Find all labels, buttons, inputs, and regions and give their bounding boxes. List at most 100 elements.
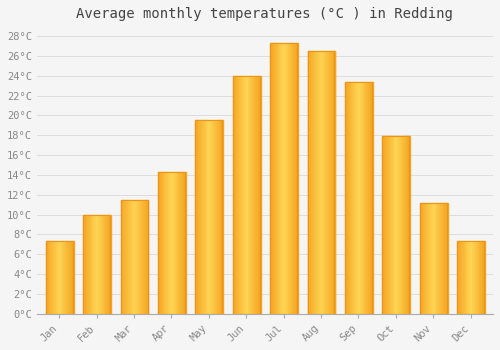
- Bar: [350, 82, 352, 314]
- Bar: [202, 120, 203, 314]
- Bar: [104, 215, 106, 314]
- Bar: [475, 241, 476, 314]
- Bar: [166, 172, 168, 314]
- Bar: [102, 215, 104, 314]
- Bar: [422, 203, 424, 314]
- Bar: [472, 241, 473, 314]
- Bar: [282, 43, 283, 314]
- Bar: [130, 200, 131, 314]
- Bar: [201, 120, 202, 314]
- Bar: [470, 241, 471, 314]
- Bar: [316, 51, 317, 314]
- Bar: [345, 82, 372, 314]
- Bar: [369, 82, 370, 314]
- Bar: [97, 215, 98, 314]
- Bar: [199, 120, 200, 314]
- Bar: [429, 203, 430, 314]
- Bar: [308, 51, 334, 314]
- Bar: [443, 203, 444, 314]
- Bar: [83, 215, 110, 314]
- Bar: [144, 200, 146, 314]
- Bar: [312, 51, 313, 314]
- Bar: [182, 172, 183, 314]
- Bar: [46, 241, 48, 314]
- Bar: [128, 200, 129, 314]
- Bar: [430, 203, 431, 314]
- Bar: [358, 82, 359, 314]
- Bar: [457, 241, 458, 314]
- Bar: [139, 200, 140, 314]
- Bar: [233, 76, 234, 314]
- Bar: [161, 172, 162, 314]
- Bar: [254, 76, 255, 314]
- Bar: [170, 172, 171, 314]
- Bar: [143, 200, 144, 314]
- Bar: [367, 82, 368, 314]
- Bar: [196, 120, 197, 314]
- Bar: [273, 43, 274, 314]
- Bar: [70, 241, 71, 314]
- Bar: [313, 51, 314, 314]
- Bar: [108, 215, 109, 314]
- Bar: [146, 200, 148, 314]
- Bar: [362, 82, 364, 314]
- Bar: [328, 51, 329, 314]
- Bar: [278, 43, 280, 314]
- Bar: [59, 241, 60, 314]
- Bar: [474, 241, 475, 314]
- Bar: [125, 200, 126, 314]
- Bar: [90, 215, 92, 314]
- Bar: [245, 76, 246, 314]
- Bar: [480, 241, 482, 314]
- Bar: [110, 215, 111, 314]
- Bar: [352, 82, 354, 314]
- Title: Average monthly temperatures (°C ) in Redding: Average monthly temperatures (°C ) in Re…: [76, 7, 454, 21]
- Bar: [354, 82, 355, 314]
- Bar: [88, 215, 89, 314]
- Bar: [284, 43, 285, 314]
- Bar: [172, 172, 173, 314]
- Bar: [315, 51, 316, 314]
- Bar: [243, 76, 244, 314]
- Bar: [288, 43, 290, 314]
- Bar: [85, 215, 86, 314]
- Bar: [60, 241, 62, 314]
- Bar: [173, 172, 174, 314]
- Bar: [292, 43, 294, 314]
- Bar: [83, 215, 84, 314]
- Bar: [100, 215, 101, 314]
- Bar: [386, 136, 387, 314]
- Bar: [464, 241, 466, 314]
- Bar: [296, 43, 297, 314]
- Bar: [241, 76, 242, 314]
- Bar: [88, 215, 90, 314]
- Bar: [368, 82, 369, 314]
- Bar: [399, 136, 400, 314]
- Bar: [280, 43, 281, 314]
- Bar: [318, 51, 320, 314]
- Bar: [398, 136, 399, 314]
- Bar: [484, 241, 485, 314]
- Bar: [392, 136, 394, 314]
- Bar: [86, 215, 87, 314]
- Bar: [359, 82, 360, 314]
- Bar: [198, 120, 199, 314]
- Bar: [184, 172, 185, 314]
- Bar: [246, 76, 248, 314]
- Bar: [98, 215, 99, 314]
- Bar: [460, 241, 461, 314]
- Bar: [213, 120, 214, 314]
- Bar: [325, 51, 326, 314]
- Bar: [240, 76, 241, 314]
- Bar: [52, 241, 53, 314]
- Bar: [210, 120, 211, 314]
- Bar: [164, 172, 166, 314]
- Bar: [469, 241, 470, 314]
- Bar: [174, 172, 176, 314]
- Bar: [158, 172, 185, 314]
- Bar: [478, 241, 480, 314]
- Bar: [248, 76, 250, 314]
- Bar: [181, 172, 182, 314]
- Bar: [72, 241, 74, 314]
- Bar: [314, 51, 315, 314]
